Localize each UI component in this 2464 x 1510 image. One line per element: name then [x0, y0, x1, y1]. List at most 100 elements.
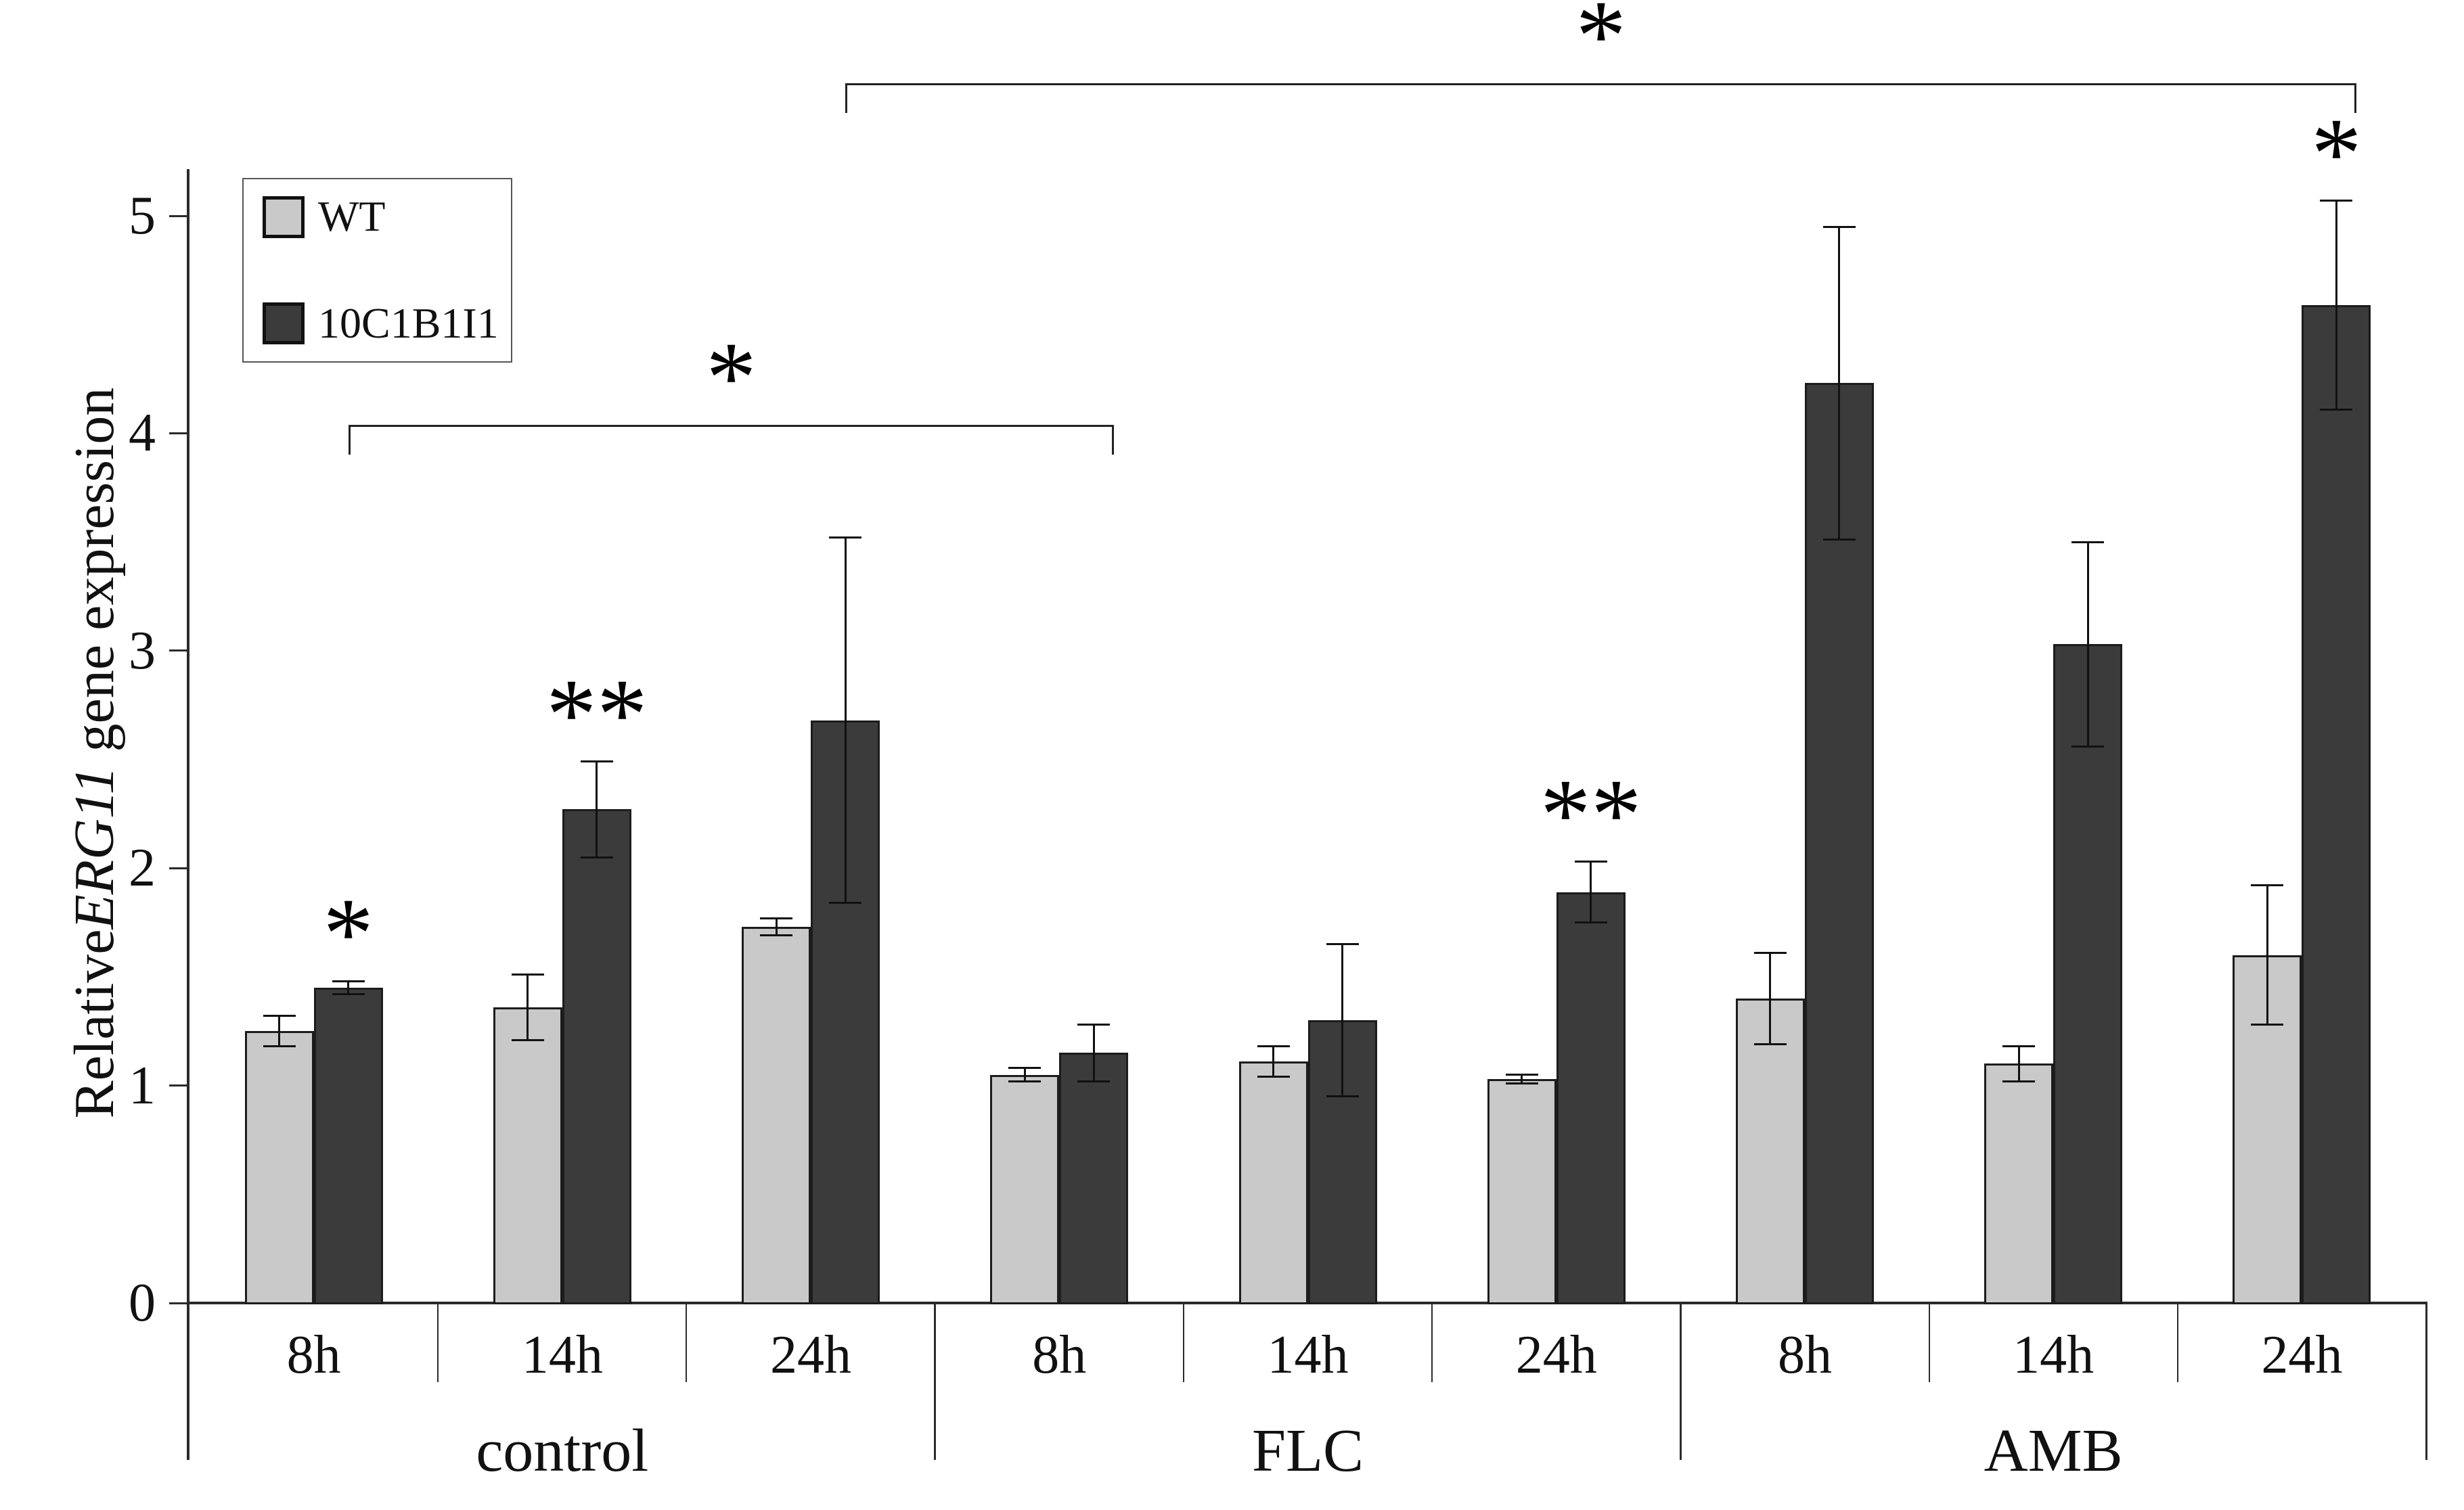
error-bar-cap-bottom: [829, 902, 862, 905]
legend-label-10c1b1i1: 10C1B1I1: [318, 299, 499, 347]
error-bar-cap-bottom: [1077, 1080, 1111, 1082]
error-bar-line: [1521, 1074, 1523, 1084]
error-bar-cap-bottom: [2251, 1024, 2284, 1026]
bar-WT-FLC-14h: [1238, 1061, 1308, 1304]
bar-WT-control-14h: [493, 1007, 562, 1304]
legend-swatch-10c1b1i1: [263, 302, 305, 344]
time-separator-line: [1431, 1303, 1433, 1382]
error-bar-line: [527, 974, 529, 1040]
error-bar-cap-top: [760, 917, 793, 919]
time-separator-line: [686, 1303, 688, 1382]
time-separator-line: [1182, 1303, 1184, 1382]
significance-star: **: [545, 658, 648, 771]
bar-WT-FLC-24h: [1487, 1078, 1556, 1304]
bracket-significance-star: *: [1575, 0, 1627, 92]
error-bar-cap-top: [1822, 225, 1856, 228]
y-tick: [169, 432, 187, 434]
significance-star: *: [2310, 97, 2362, 210]
y-tick-label: 1: [129, 1055, 156, 1116]
error-bar-cap-bottom: [1505, 1082, 1538, 1084]
error-bar-cap-top: [1505, 1074, 1538, 1076]
x-tick-label: 8h: [1032, 1325, 1087, 1385]
error-bar-line: [1769, 953, 1772, 1045]
error-bar-line: [1590, 861, 1592, 923]
bar-10C1B1I1-FLC-8h: [1059, 1053, 1129, 1304]
y-tick-label: 2: [129, 838, 156, 898]
group-separator-line: [934, 1303, 937, 1460]
x-tick-label: 8h: [1777, 1325, 1832, 1385]
y-tick: [169, 1302, 187, 1304]
error-bar-cap-top: [1753, 952, 1787, 955]
error-bar-cap-top: [263, 1015, 296, 1017]
error-bar-cap-top: [2320, 200, 2353, 202]
bar-WT-AMB-14h: [1984, 1063, 2054, 1304]
error-bar-line: [2017, 1046, 2020, 1082]
y-axis-line: [187, 169, 189, 1460]
error-bar-cap-top: [2071, 541, 2105, 543]
error-bar-line: [2266, 885, 2268, 1025]
error-bar-cap-top: [511, 974, 544, 976]
error-bar-line: [596, 761, 598, 858]
error-bar-cap-top: [2002, 1045, 2036, 1048]
x-tick-label: 24h: [2261, 1325, 2343, 1385]
error-bar-cap-bottom: [1257, 1076, 1290, 1078]
x-tick-label: 8h: [286, 1325, 341, 1385]
error-bar-cap-bottom: [2320, 408, 2353, 411]
y-tick: [169, 867, 187, 869]
error-bar-line: [1838, 227, 1841, 540]
x-tick-label: 14h: [2013, 1325, 2095, 1385]
error-bar-cap-bottom: [1574, 921, 1607, 924]
error-bar-cap-top: [1326, 943, 1359, 946]
error-bar-cap-top: [1008, 1067, 1041, 1070]
significance-bracket: [845, 83, 2357, 113]
error-bar-cap-bottom: [1008, 1080, 1041, 1082]
x-tick-label: 24h: [770, 1325, 852, 1385]
error-bar-line: [1092, 1024, 1095, 1082]
significance-star: **: [1540, 758, 1642, 871]
error-bar-line: [844, 537, 847, 903]
group-label: control: [476, 1417, 649, 1484]
group-label: FLC: [1251, 1417, 1364, 1484]
bar-WT-control-8h: [244, 1031, 314, 1304]
time-separator-line: [437, 1303, 439, 1382]
x-tick-label: 24h: [1515, 1325, 1597, 1385]
bar-10C1B1I1-control-8h: [313, 987, 383, 1304]
error-bar-cap-top: [2251, 884, 2284, 887]
error-bar-cap-bottom: [1753, 1043, 1787, 1046]
error-bar-line: [1272, 1046, 1274, 1077]
y-tick: [169, 214, 187, 217]
y-tick-label: 4: [129, 403, 156, 463]
error-bar-cap-bottom: [1326, 1095, 1359, 1098]
error-bar-cap-top: [332, 980, 365, 982]
error-bar-cap-top: [1257, 1045, 1290, 1048]
y-tick: [169, 649, 187, 652]
error-bar-cap-bottom: [332, 993, 365, 996]
legend-swatch-wt: [263, 196, 305, 238]
bar-10C1B1I1-FLC-24h: [1556, 892, 1626, 1304]
group-separator-line: [2425, 1303, 2427, 1460]
bracket-significance-star: *: [705, 321, 757, 434]
group-separator-line: [1679, 1303, 1682, 1460]
time-separator-line: [1928, 1303, 1930, 1382]
error-bar-line: [775, 918, 778, 936]
group-label: AMB: [1984, 1417, 2123, 1484]
bar-10C1B1I1-AMB-14h: [2053, 644, 2123, 1304]
x-tick-label: 14h: [1267, 1325, 1349, 1385]
error-bar-cap-bottom: [2002, 1080, 2036, 1082]
y-tick-label: 0: [129, 1273, 156, 1333]
error-bar-cap-top: [1574, 861, 1607, 863]
error-bar-line: [1023, 1068, 1026, 1082]
error-bar-cap-bottom: [511, 1038, 544, 1041]
bar-10C1B1I1-AMB-24h: [2302, 304, 2371, 1304]
error-bar-line: [1341, 944, 1343, 1097]
error-bar-line: [2335, 200, 2337, 410]
error-bar-cap-bottom: [263, 1045, 296, 1048]
error-bar-line: [2086, 542, 2089, 747]
y-tick-label: 5: [129, 186, 156, 246]
error-bar-cap-top: [1077, 1024, 1111, 1026]
bar-WT-FLC-8h: [990, 1074, 1060, 1304]
error-bar-cap-bottom: [2071, 745, 2105, 748]
error-bar-line: [347, 981, 350, 994]
